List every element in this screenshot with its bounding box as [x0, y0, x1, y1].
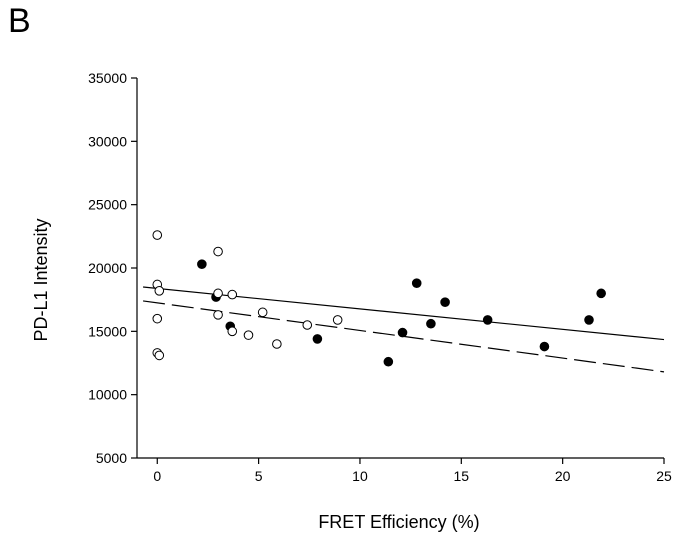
x-axis-title: FRET Efficiency (%) — [318, 512, 479, 532]
filled-data-point — [312, 334, 323, 344]
x-tick-label: 15 — [454, 468, 470, 484]
y-tick-label: 30000 — [88, 133, 127, 149]
open-data-point — [154, 286, 165, 296]
open-data-point — [243, 330, 254, 340]
x-tick-label: 25 — [656, 468, 672, 484]
filled-data-point — [397, 327, 408, 338]
open-data-point — [213, 246, 223, 257]
y-tick-label: 20000 — [88, 260, 127, 276]
y-tick-label: 25000 — [88, 197, 127, 213]
x-tick-label: 20 — [555, 468, 571, 484]
panel-label: B — [8, 2, 31, 40]
data-points — [152, 230, 606, 367]
filled-data-point — [596, 288, 606, 299]
open-data-point — [213, 310, 223, 320]
filled-data-point — [584, 315, 594, 325]
y-tick-label: 35000 — [88, 70, 127, 86]
open-data-point — [154, 350, 165, 361]
x-tick-label: 10 — [352, 468, 368, 484]
x-tick-label: 5 — [255, 468, 263, 484]
open-data-point — [272, 339, 282, 349]
filled-data-point — [440, 297, 450, 308]
open-data-point — [152, 230, 163, 240]
filled-data-point — [426, 318, 436, 329]
y-axis-title: PD-L1 Intensity — [31, 218, 51, 341]
y-tick-label: 10000 — [88, 387, 127, 403]
y-tick-label: 5000 — [96, 450, 127, 466]
filled-data-point — [411, 278, 422, 289]
axes: 5000 10000 15000 20000 25000 30000 35000 0 5 10 15… — [88, 70, 672, 484]
x-tick-label: 0 — [153, 468, 161, 484]
open-data-point — [213, 288, 223, 299]
open-data-point — [152, 313, 163, 324]
filled-data-point — [482, 315, 493, 325]
open-data-point — [302, 320, 313, 330]
y-tick-label: 15000 — [88, 323, 127, 339]
open-data-point — [227, 326, 238, 337]
open-data-point — [227, 289, 238, 300]
filled-data-point — [383, 356, 394, 367]
filled-data-point — [539, 341, 550, 352]
filled-data-point — [197, 259, 207, 270]
open-data-point — [257, 307, 268, 318]
open-data-point — [332, 315, 343, 325]
